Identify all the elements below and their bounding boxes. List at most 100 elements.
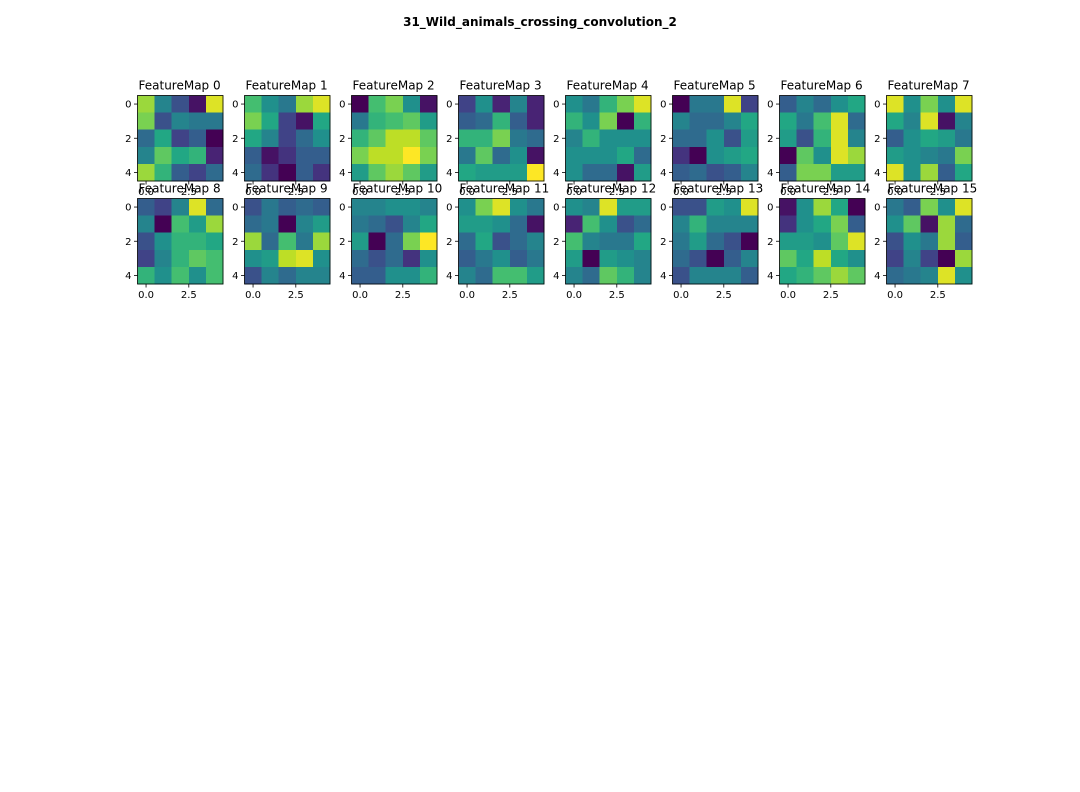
heatmap-cell [188,163,207,182]
heatmap-cell [920,232,939,251]
heatmap-cell [847,198,866,216]
y-tick-label: 0 [125,100,131,111]
panel-title: FeatureMap 2 [353,79,435,93]
heatmap-cell [385,95,404,113]
heatmap-cell [526,146,545,165]
panel-title: FeatureMap 10 [353,182,443,196]
y-tick-label: 4 [553,271,559,282]
heatmap-cell [244,129,262,148]
heatmap-cell [689,112,708,131]
heatmap-cell [779,232,797,251]
heatmap-cell [672,129,690,148]
heatmap-cell [402,95,421,113]
heatmap-cell [920,198,939,216]
heatmap-cell [937,163,956,182]
heatmap-cell [312,198,331,216]
heatmap-cell [813,163,832,182]
x-tick-label: 0.0 [887,290,903,301]
heatmap-cell [351,146,369,165]
heatmap-cell [830,129,849,148]
heatmap-cell [385,249,404,268]
y-tick-label: 2 [125,237,131,248]
heatmap-cell [796,266,815,285]
heatmap-cell [796,163,815,182]
heatmap-cell [402,146,421,165]
heatmap-cell [920,112,939,131]
heatmap-cell [458,215,476,234]
heatmap-cell [582,163,601,182]
heatmap-cell [599,198,618,216]
heatmap-cell [796,95,815,113]
feature-map-panel: FeatureMap 15 0 2 4 0.0 2.5 [874,182,977,302]
heatmap-cell [582,215,601,234]
heatmap-cell [278,198,297,216]
heatmap-cell [402,198,421,216]
heatmap-cell [886,129,904,148]
x-tick-label: 2.5 [823,187,839,198]
heatmap-cell [616,146,635,165]
heatmap-cell [458,249,476,268]
heatmap-cell [672,249,690,268]
x-tick-label: 0.0 [566,290,582,301]
y-tick-label: 4 [125,271,131,282]
heatmap-cell [847,95,866,113]
heatmap-cell [886,266,904,285]
y-tick-label: 0 [339,203,345,214]
heatmap-cell [954,146,973,165]
heatmap-cell [402,232,421,251]
heatmap-cell [830,146,849,165]
y-tick-label: 0 [125,203,131,214]
heatmap-cell [419,146,438,165]
heatmap-cell [188,249,207,268]
heatmap-cell [261,266,280,285]
heatmap-cell [847,163,866,182]
heatmap-cell [740,266,759,285]
y-tick-label: 4 [339,271,345,282]
y-tick-label: 0 [767,100,773,111]
heatmap-cell [154,129,173,148]
heatmap-cell [689,95,708,113]
heatmap-cell [312,232,331,251]
heatmap-cell [278,112,297,131]
heatmap-cell [903,95,922,113]
x-tick-label: 0.0 [352,290,368,301]
heatmap-cell [368,198,387,216]
feature-map-panel: FeatureMap 8 0 2 4 0.0 2.5 [125,182,224,301]
heatmap-cell [475,266,494,285]
heatmap-cell [886,215,904,234]
heatmap-cell [419,215,438,234]
heatmap-cell [492,146,511,165]
heatmap-cell [351,232,369,251]
heatmap-cell [954,95,973,113]
x-tick-label: 2.5 [288,187,304,198]
heatmap-cell [278,95,297,113]
x-tick-label: 0.0 [673,187,689,198]
y-tick-label: 4 [660,271,666,282]
heatmap-cell [419,249,438,268]
panel-title: FeatureMap 0 [139,79,221,93]
heatmap-cell [402,112,421,131]
heatmap-cell [278,215,297,234]
heatmap-cell [779,95,797,113]
heatmap-cell [509,129,528,148]
x-tick-label: 0.0 [352,187,368,198]
y-tick-label: 2 [232,134,238,145]
heatmap-cell [599,112,618,131]
heatmap-cell [154,198,173,216]
heatmap-cell [188,146,207,165]
heatmap-cell [385,146,404,165]
heatmap-cell [261,146,280,165]
heatmap-cell [847,232,866,251]
heatmap-cell [920,163,939,182]
heatmap-cell [137,146,155,165]
heatmap-cell [509,215,528,234]
feature-map-panel: FeatureMap 5 0 2 4 0.0 2.5 [660,79,759,198]
y-tick-label: 4 [232,271,238,282]
heatmap-cell [920,146,939,165]
heatmap-cell [458,146,476,165]
heatmap-cell [847,266,866,285]
heatmap-cell [565,129,583,148]
heatmap-cell [458,266,476,285]
heatmap-cell [565,266,583,285]
heatmap-cell [171,215,190,234]
